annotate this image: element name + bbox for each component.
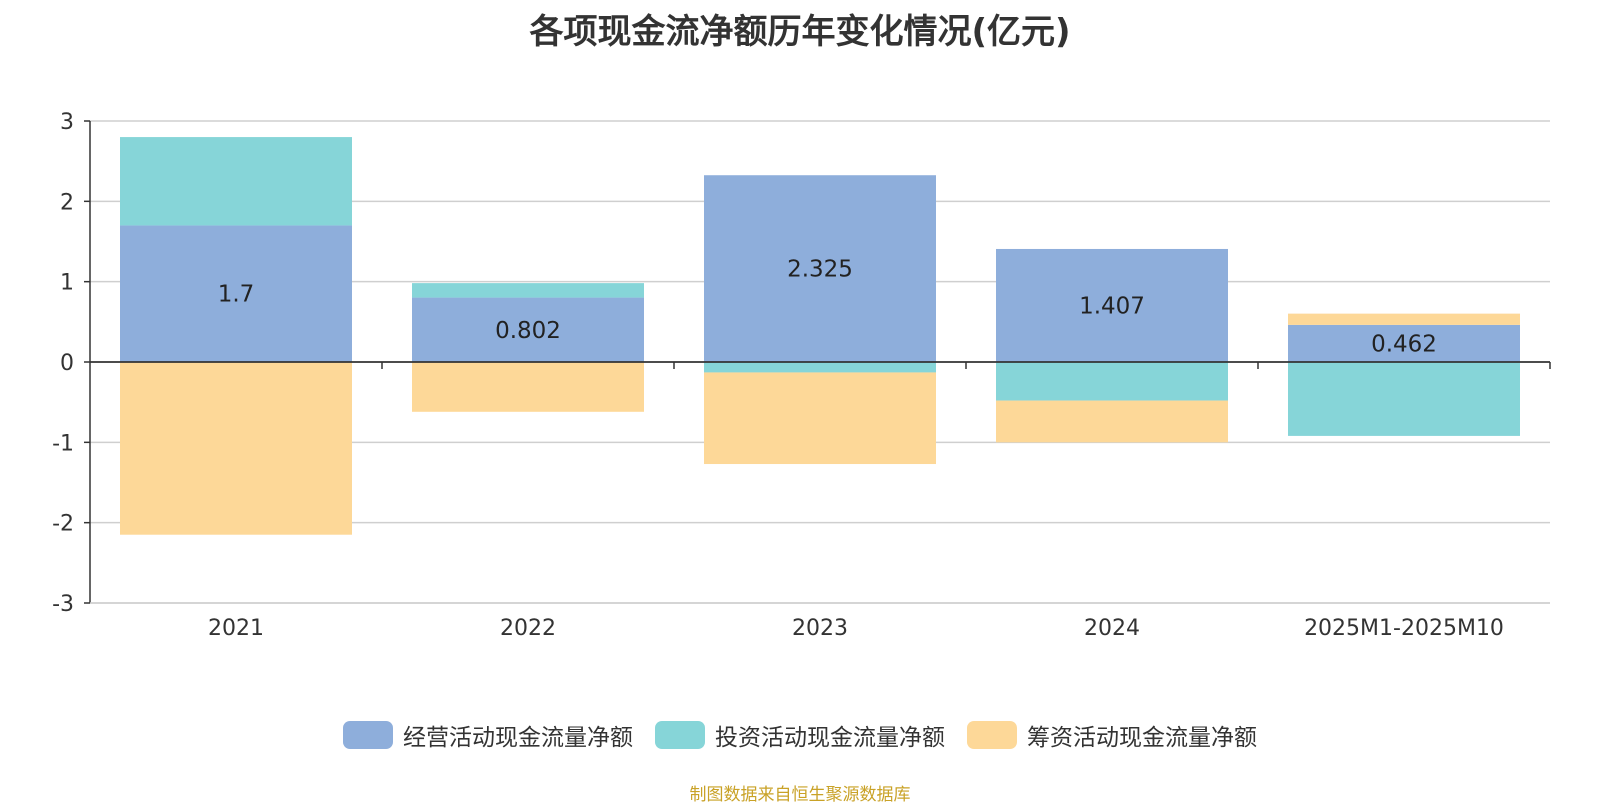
bar-segment-2 (412, 283, 644, 298)
bar-segment-1 (412, 297, 644, 362)
y-tick-label: 3 (60, 110, 74, 135)
data-label: 0.462 (1371, 331, 1437, 357)
data-label: 1.7 (218, 282, 255, 308)
chart-legend: 经营活动现金流量净额 投资活动现金流量净额 筹资活动现金流量净额 (0, 718, 1600, 752)
bar-segment-2 (996, 362, 1228, 401)
x-tick-label: 2025M1-2025M10 (1304, 616, 1504, 641)
legend-item-investing[interactable]: 投资活动现金流量净额 (655, 718, 945, 752)
data-label: 2.325 (787, 257, 853, 283)
y-tick-label: -2 (52, 512, 74, 537)
bar-segment-1 (996, 248, 1228, 362)
legend-label-investing: 投资活动现金流量净额 (715, 725, 945, 751)
data-label: 0.802 (495, 318, 561, 344)
legend-label-financing: 筹资活动现金流量净额 (1027, 725, 1257, 751)
bar-segment-3 (120, 362, 352, 535)
y-tick-label: 0 (60, 351, 74, 376)
bar-segment-2 (1288, 362, 1520, 436)
bar-segment-1 (120, 225, 352, 362)
legend-swatch-investing (655, 721, 705, 749)
y-tick-label: 1 (60, 271, 74, 296)
bar-segment-1 (1288, 324, 1520, 362)
x-tick-label: 2021 (208, 616, 264, 641)
legend-swatch-financing (967, 721, 1017, 749)
legend-swatch-operating (343, 721, 393, 749)
x-tick-label: 2024 (1084, 616, 1140, 641)
bar-segment-3 (704, 372, 936, 465)
bar-segment-3 (1288, 313, 1520, 325)
y-tick-label: -1 (52, 431, 74, 456)
bar-segment-3 (412, 362, 644, 412)
chart-plot: 3 2 1 0 -1 -2 -3 1.7 2021 0.802 2022 2.325 2023 1.407… (52, 110, 1551, 641)
legend-item-operating[interactable]: 经营活动现金流量净额 (343, 718, 633, 752)
data-label: 1.407 (1079, 293, 1145, 319)
legend-label-operating: 经营活动现金流量净额 (403, 725, 633, 751)
y-tick-label: -3 (52, 592, 74, 617)
bar-segment-2 (120, 137, 352, 226)
bar-segment-2 (704, 362, 936, 373)
bar-segment-1 (704, 175, 936, 362)
legend-item-financing[interactable]: 筹资活动现金流量净额 (967, 718, 1257, 752)
data-source-note: 制图数据来自恒生聚源数据库 (689, 785, 911, 805)
x-tick-label: 2022 (500, 616, 556, 641)
y-tick-label: 2 (60, 190, 74, 215)
chart-title: 各项现金流净额历年变化情况(亿元) (529, 12, 1071, 52)
bar-segment-3 (996, 400, 1228, 443)
x-tick-label: 2023 (792, 616, 848, 641)
